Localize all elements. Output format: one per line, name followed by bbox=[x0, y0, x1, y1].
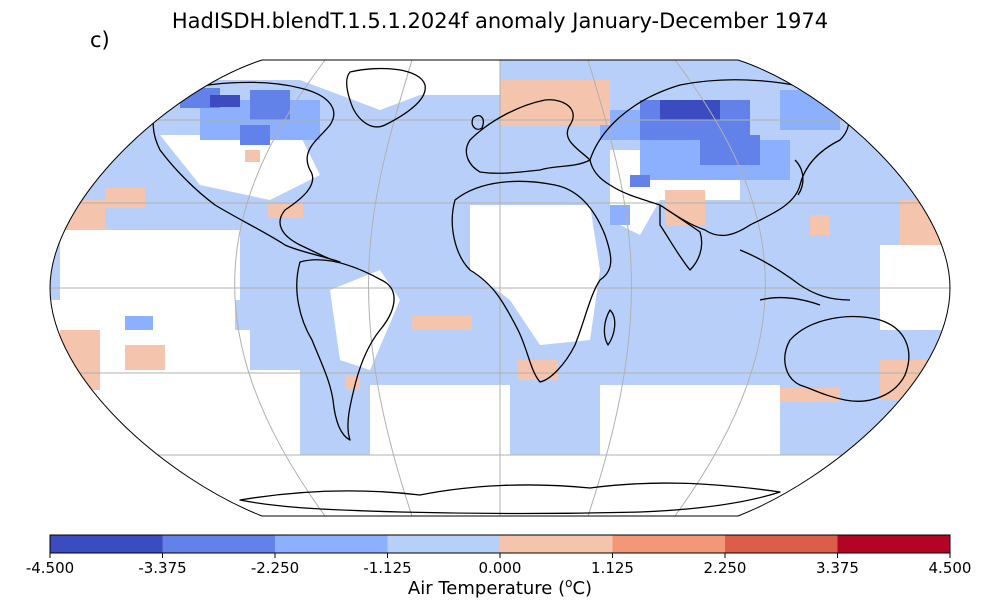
colorbar-tick-label: -3.375 bbox=[138, 559, 186, 577]
no-data-south-pacific bbox=[50, 300, 235, 330]
colorbar-tick-label: -4.500 bbox=[26, 559, 74, 577]
no-data-south-indian bbox=[600, 385, 780, 455]
no-data-africa bbox=[470, 205, 600, 345]
no-data-tropical-pacific bbox=[60, 230, 240, 300]
globe-outline bbox=[49, 59, 951, 517]
colorbar-label-prefix: Air Temperature ( bbox=[407, 578, 566, 599]
colorbar-segment bbox=[387, 535, 501, 553]
colorbar-label-sup: o bbox=[565, 576, 573, 590]
no-data-south-america bbox=[330, 270, 400, 370]
colorbar-segment bbox=[50, 535, 163, 553]
no-data-south-atlantic bbox=[370, 385, 510, 455]
cells-light-red bbox=[60, 80, 945, 402]
colorbar-tick-label: 0.000 bbox=[479, 559, 522, 577]
colorbar-segment bbox=[725, 535, 838, 553]
colorbar-tick-label: 3.375 bbox=[816, 559, 859, 577]
colorbar-tick-label: 4.500 bbox=[929, 559, 972, 577]
colorbar-segment bbox=[612, 535, 726, 553]
colorbar-segments bbox=[50, 535, 951, 553]
colorbar-segment bbox=[162, 535, 276, 553]
colorbar-segment bbox=[837, 535, 951, 553]
colorbar-segment bbox=[500, 535, 613, 553]
colorbar-tick-label: -1.125 bbox=[363, 559, 411, 577]
map-title: HadISDH.blendT.1.5.1.2024f anomaly Janua… bbox=[171, 9, 829, 33]
no-data-north-america bbox=[160, 135, 320, 200]
graticule bbox=[50, 60, 950, 516]
coastlines bbox=[152, 67, 918, 515]
colorbar-label-suffix: C) bbox=[572, 578, 593, 599]
no-data-arctic bbox=[200, 60, 500, 110]
colorbar-ticks: -4.500 -3.375 -2.250 -1.125 0.000 1.125 2.250 3… bbox=[26, 553, 972, 577]
colorbar-tick-label: 2.250 bbox=[704, 559, 747, 577]
colorbar-tick-label: 1.125 bbox=[591, 559, 634, 577]
panel-label: c) bbox=[90, 28, 110, 52]
colorbar-label: Air Temperature (oC) bbox=[0, 576, 1000, 599]
cells-dark-blue bbox=[210, 95, 720, 120]
colorbar-segment bbox=[275, 535, 388, 553]
colorbar-tick-label: -2.250 bbox=[251, 559, 299, 577]
anomaly-map bbox=[49, 59, 951, 517]
